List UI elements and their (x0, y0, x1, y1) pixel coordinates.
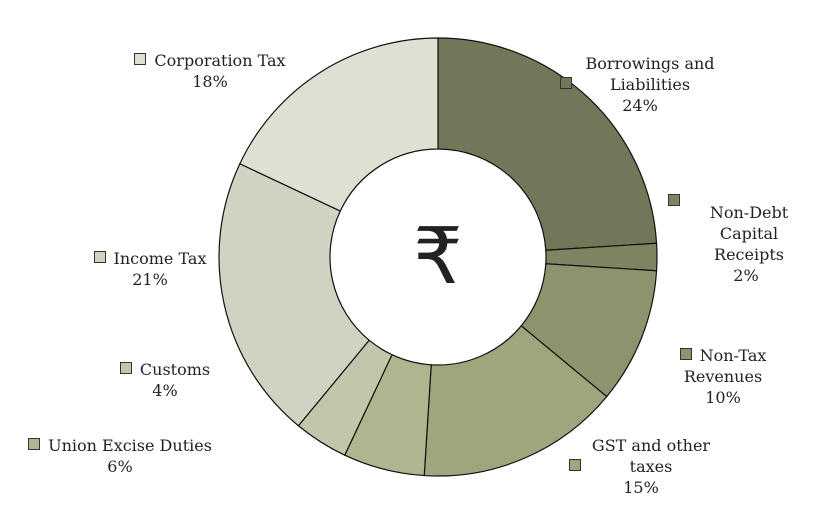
slice-corporation-tax (239, 37, 439, 212)
label-customs: Customs 4% (110, 359, 220, 401)
label-value: 15% (623, 478, 659, 497)
label-text: Income Tax (113, 249, 207, 268)
label-text: Borrowings and Liabilities (585, 54, 715, 94)
label-value: 24% (622, 96, 658, 115)
label-value: 2% (733, 266, 759, 285)
slice-income-tax (218, 162, 371, 427)
legend-swatch (28, 438, 41, 450)
label-text: GST and other taxes (591, 436, 711, 476)
legend-swatch (668, 194, 680, 206)
label-text: Customs (139, 360, 211, 379)
label-value: 21% (132, 270, 168, 289)
slice-borrowings-and-liabilities (437, 37, 658, 251)
label-value: 18% (192, 72, 228, 91)
legend-swatch (560, 77, 572, 89)
label-text: Non-Debt Capital Receipts (709, 203, 789, 264)
legend-swatch (568, 459, 581, 471)
legend-swatch (119, 362, 132, 374)
label-text: Non-Tax Revenues (683, 346, 767, 386)
label-union-excise: Union Excise Duties 6% (20, 435, 220, 477)
label-income-tax: Income Tax 21% (85, 248, 215, 290)
label-non-debt: Non-Debt Capital Receipts 2% (668, 194, 788, 286)
label-non-tax: Non-Tax Revenues 10% (668, 345, 778, 408)
rupee-icon: ₹ (413, 212, 463, 302)
label-value: 4% (152, 381, 178, 400)
label-value: 6% (107, 457, 133, 476)
label-text: Union Excise Duties (48, 436, 212, 455)
label-borrowings: Borrowings and Liabilities 24% (560, 53, 720, 116)
slice-gst-and-other-taxes (423, 324, 608, 477)
legend-swatch (134, 53, 147, 65)
legend-swatch (93, 251, 106, 263)
label-corporation-tax: Corporation Tax 18% (125, 50, 295, 92)
label-text: Corporation Tax (154, 51, 286, 70)
label-gst: GST and other taxes 15% (566, 435, 716, 498)
legend-swatch (679, 348, 692, 360)
label-value: 10% (705, 388, 741, 407)
